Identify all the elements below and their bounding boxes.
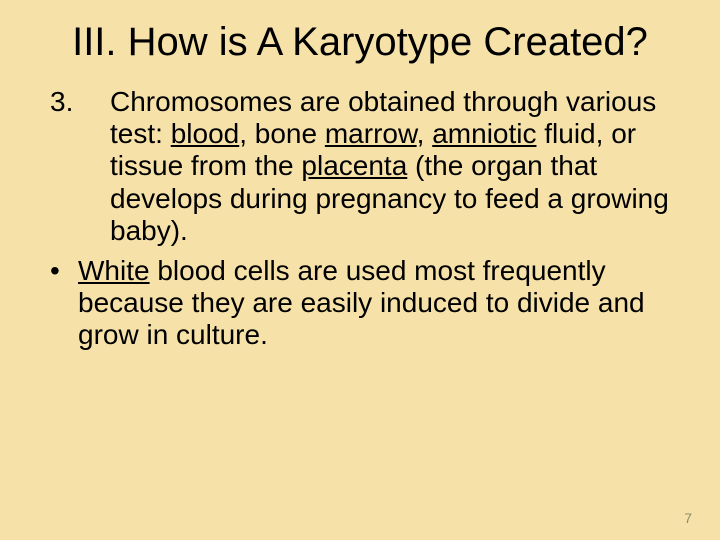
item-number: 3. — [50, 86, 110, 247]
underline-white: White — [78, 255, 150, 286]
bullet-text: White blood cells are used most frequent… — [78, 255, 670, 352]
numbered-item-3: 3. Chromosomes are obtained through vari… — [50, 86, 670, 247]
page-number: 7 — [684, 510, 692, 526]
underline-placenta: placenta — [301, 150, 407, 181]
text-run: , — [417, 118, 433, 149]
text-run: blood cells are used most frequently bec… — [78, 255, 645, 350]
underline-amniotic: amniotic — [432, 118, 536, 149]
underline-marrow: marrow — [325, 118, 417, 149]
slide-body: 3. Chromosomes are obtained through vari… — [50, 86, 670, 352]
item-text: Chromosomes are obtained through various… — [110, 86, 670, 247]
bullet-item: • White blood cells are used most freque… — [50, 255, 670, 352]
slide-title: III. How is A Karyotype Created? — [50, 20, 670, 64]
text-run: , bone — [239, 118, 325, 149]
slide: III. How is A Karyotype Created? 3. Chro… — [0, 0, 720, 540]
bullet-marker: • — [50, 255, 78, 352]
underline-blood: blood — [171, 118, 240, 149]
